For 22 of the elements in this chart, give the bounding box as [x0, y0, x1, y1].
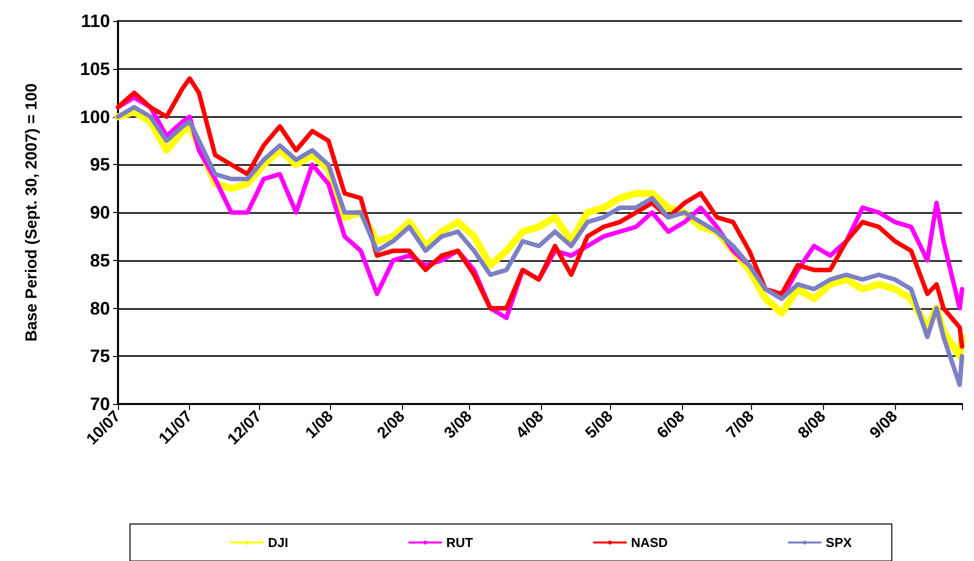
y-tick-label: 85 — [90, 250, 110, 270]
y-tick-label: 80 — [90, 298, 110, 318]
y-axis-title: Base Period (Sept. 30, 2007) = 100 — [24, 83, 40, 342]
x-tick-label: 6/08 — [654, 408, 688, 442]
y-tick-label: 110 — [80, 11, 110, 31]
legend-label: NASD — [630, 535, 668, 550]
legend-label: SPX — [826, 535, 852, 550]
y-tick-label: 95 — [90, 154, 110, 175]
y-tick-label: 105 — [80, 58, 110, 79]
x-tick-label: 9/08 — [866, 408, 902, 442]
legend-label: DJI — [268, 535, 288, 550]
y-tick-label: 90 — [90, 202, 110, 222]
x-tick-label: 3/08 — [441, 408, 476, 442]
y-tick-label: 70 — [90, 394, 110, 414]
x-tick-label: 7/08 — [724, 408, 758, 442]
x-tick-label: 8/08 — [795, 408, 830, 442]
line-series — [116, 76, 964, 349]
x-tick-label: 5/08 — [582, 408, 617, 442]
y-tick-label: 75 — [90, 346, 110, 366]
x-tick-label: 4/08 — [513, 408, 548, 442]
y-tick-label: 100 — [80, 106, 110, 127]
legend-label: RUT — [446, 535, 474, 550]
